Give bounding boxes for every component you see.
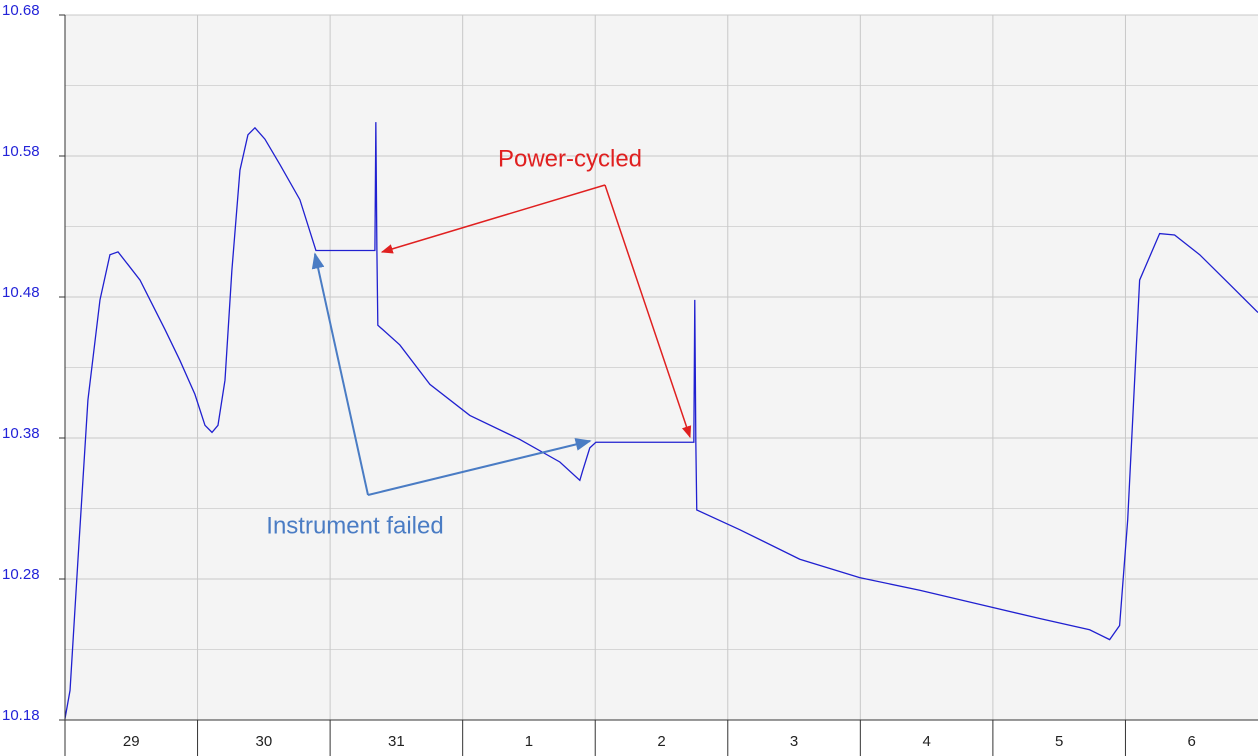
x-tick-label: 31 bbox=[388, 733, 405, 750]
arrow bbox=[604, 184, 692, 439]
x-tick-label: 4 bbox=[922, 733, 930, 750]
arrow bbox=[380, 184, 606, 254]
x-tick-label: 29 bbox=[123, 733, 140, 750]
x-tick-label: 6 bbox=[1188, 733, 1196, 750]
annotation: Power-cycled bbox=[498, 145, 642, 172]
annotations: Power-cycled Instrument failed bbox=[266, 145, 692, 539]
y-tick-label: 10.68 bbox=[2, 2, 40, 19]
y-tick-label: 10.48 bbox=[2, 284, 40, 301]
x-tick-label: 1 bbox=[525, 733, 533, 750]
y-tick-label: 10.58 bbox=[2, 143, 40, 160]
x-tick-label: 5 bbox=[1055, 733, 1063, 750]
arrow bbox=[367, 438, 592, 496]
x-tick-label: 30 bbox=[255, 733, 272, 750]
x-tick-label: 2 bbox=[657, 733, 665, 750]
arrow bbox=[311, 252, 369, 496]
x-tick-label: 3 bbox=[790, 733, 798, 750]
y-tick-label: 10.28 bbox=[2, 566, 40, 583]
annotation: Instrument failed bbox=[266, 512, 443, 539]
grid bbox=[59, 14, 1258, 756]
series-line bbox=[64, 122, 1258, 719]
plot bbox=[64, 122, 1258, 719]
y-tick-label: 10.18 bbox=[2, 707, 40, 724]
y-tick-label: 10.38 bbox=[2, 425, 40, 442]
